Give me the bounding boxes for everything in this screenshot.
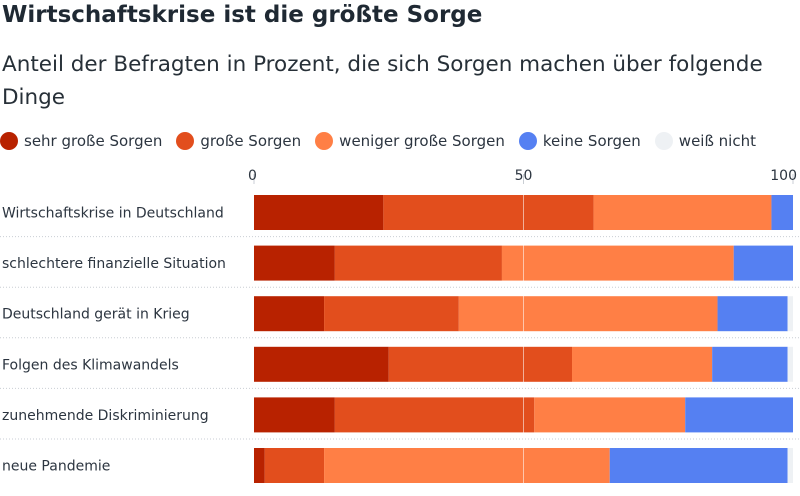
- bar-segment-2: [334, 245, 502, 281]
- bar-segment-2: [264, 448, 325, 483]
- bar-segment-1: [254, 195, 384, 230]
- legend-item-weniger-grosse-sorgen: weniger große Sorgen: [315, 132, 505, 150]
- bar-segment-5: [787, 296, 793, 332]
- legend-item-grosse-sorgen: große Sorgen: [176, 132, 301, 150]
- bar-segment-4: [733, 245, 793, 281]
- legend-swatch: [518, 132, 537, 150]
- bar-segment-2: [388, 346, 573, 382]
- legend-swatch: [654, 132, 673, 150]
- bar-segment-1: [254, 346, 389, 382]
- bar-segment-1: [254, 397, 335, 433]
- bar-segment-2: [334, 397, 535, 433]
- category-label: Wirtschaftskrise in Deutschland: [2, 206, 224, 222]
- category-label: Deutschland gerät in Krieg: [2, 307, 190, 323]
- bar-segment-5: [787, 448, 793, 483]
- bar-segment-1: [254, 296, 325, 332]
- legend-label: sehr große Sorgen: [24, 132, 163, 150]
- category-label: schlechtere finanzielle Situation: [2, 256, 226, 272]
- chart-subtitle: Anteil der Befragten in Prozent, die sic…: [2, 52, 763, 110]
- legend-item-weiss-nicht: weiß nicht: [654, 132, 756, 150]
- tick-label: 0: [248, 168, 257, 184]
- bar-segment-4: [609, 448, 788, 483]
- bar-segment-1: [254, 245, 335, 281]
- bar-segment-3: [324, 448, 610, 483]
- legend-label: weiß nicht: [678, 132, 756, 150]
- legend-label: große Sorgen: [200, 132, 302, 150]
- category-label: Folgen des Klimawandels: [2, 357, 179, 373]
- category-label: zunehmende Diskriminierung: [2, 408, 209, 424]
- bar-segment-4: [685, 397, 793, 433]
- bar-segment-4: [771, 195, 793, 230]
- bar-segment-2: [383, 195, 594, 230]
- legend: sehr große Sorgen große Sorgen weniger g…: [0, 128, 770, 154]
- bar-segment-1: [254, 448, 265, 483]
- chart-title: Wirtschaftskrise ist die größte Sorge: [2, 2, 483, 28]
- bar-segment-4: [712, 346, 788, 382]
- bar-segment-3: [572, 346, 713, 382]
- bar-segment-2: [324, 296, 459, 332]
- legend-item-sehr-grosse-sorgen: sehr große Sorgen: [0, 132, 162, 150]
- bar-segment-3: [458, 296, 718, 332]
- bar-segment-3: [534, 397, 686, 433]
- bar-segment-3: [501, 245, 734, 281]
- category-label: neue Pandemie: [2, 459, 110, 475]
- legend-label: keine Sorgen: [542, 132, 641, 150]
- legend-label: weniger große Sorgen: [339, 132, 505, 150]
- legend-item-keine-sorgen: keine Sorgen: [518, 132, 641, 150]
- legend-swatch: [0, 132, 18, 150]
- bar-segment-3: [593, 195, 772, 230]
- legend-swatch: [176, 132, 195, 150]
- tick-label: 100: [770, 168, 797, 184]
- legend-swatch: [315, 132, 334, 150]
- bar-segment-5: [787, 346, 793, 382]
- tick-label: 50: [515, 168, 533, 184]
- bar-segment-4: [717, 296, 788, 332]
